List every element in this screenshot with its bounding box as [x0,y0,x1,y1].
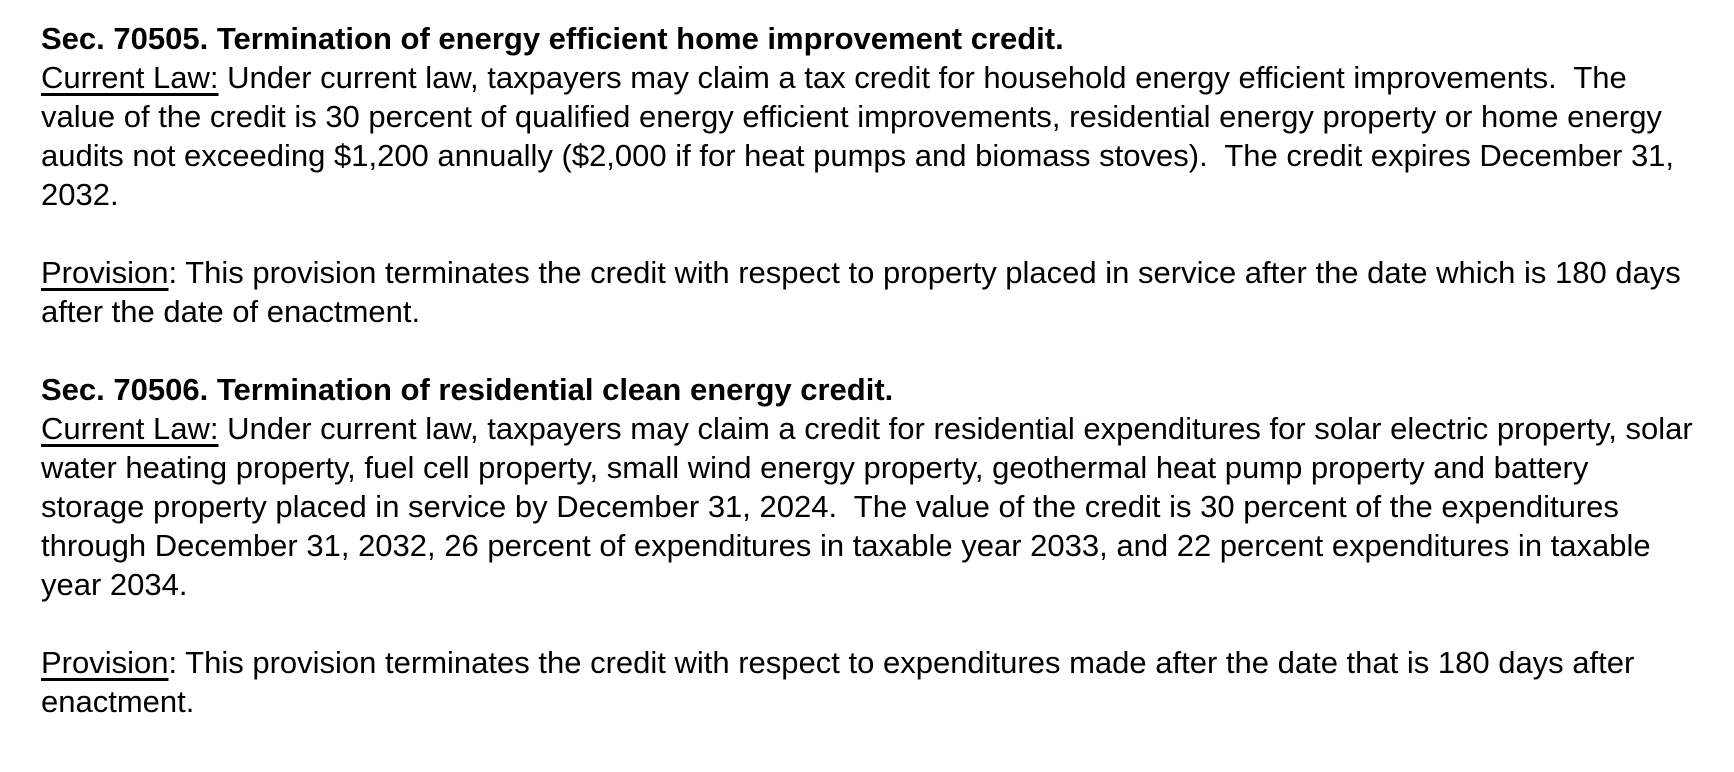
section-70505: Sec. 70505. Termination of energy effici… [41,19,1696,331]
provision-paragraph: Provision: This provision terminates the… [41,643,1696,721]
paragraph-label: Current Law: [41,60,219,95]
section-70506: Sec. 70506. Termination of residential c… [41,370,1696,721]
section-heading: Sec. 70505. Termination of energy effici… [41,19,1696,58]
paragraph-text: This provision terminates the credit wit… [41,645,1643,719]
document-page: Sec. 70505. Termination of energy effici… [41,19,1696,721]
paragraph-label-suffix: : [168,255,178,290]
section-heading-text: Sec. 70506. Termination of residential c… [41,372,894,407]
current-law-paragraph: Current Law: Under current law, taxpayer… [41,409,1696,604]
paragraph-label: Provision [41,255,169,290]
paragraph-text: This provision terminates the credit wit… [41,255,1690,329]
paragraph-text: Under current law, taxpayers may claim a… [41,60,1683,212]
section-heading-text: Sec. 70505. Termination of energy effici… [41,21,1064,56]
paragraph-label: Current Law: [41,411,219,446]
section-heading: Sec. 70506. Termination of residential c… [41,370,1696,409]
paragraph-text: Under current law, taxpayers may claim a… [41,411,1702,602]
paragraph-label-suffix: : [168,645,178,680]
paragraph-label: Provision [41,645,169,680]
provision-paragraph: Provision: This provision terminates the… [41,253,1696,331]
current-law-paragraph: Current Law: Under current law, taxpayer… [41,58,1696,214]
